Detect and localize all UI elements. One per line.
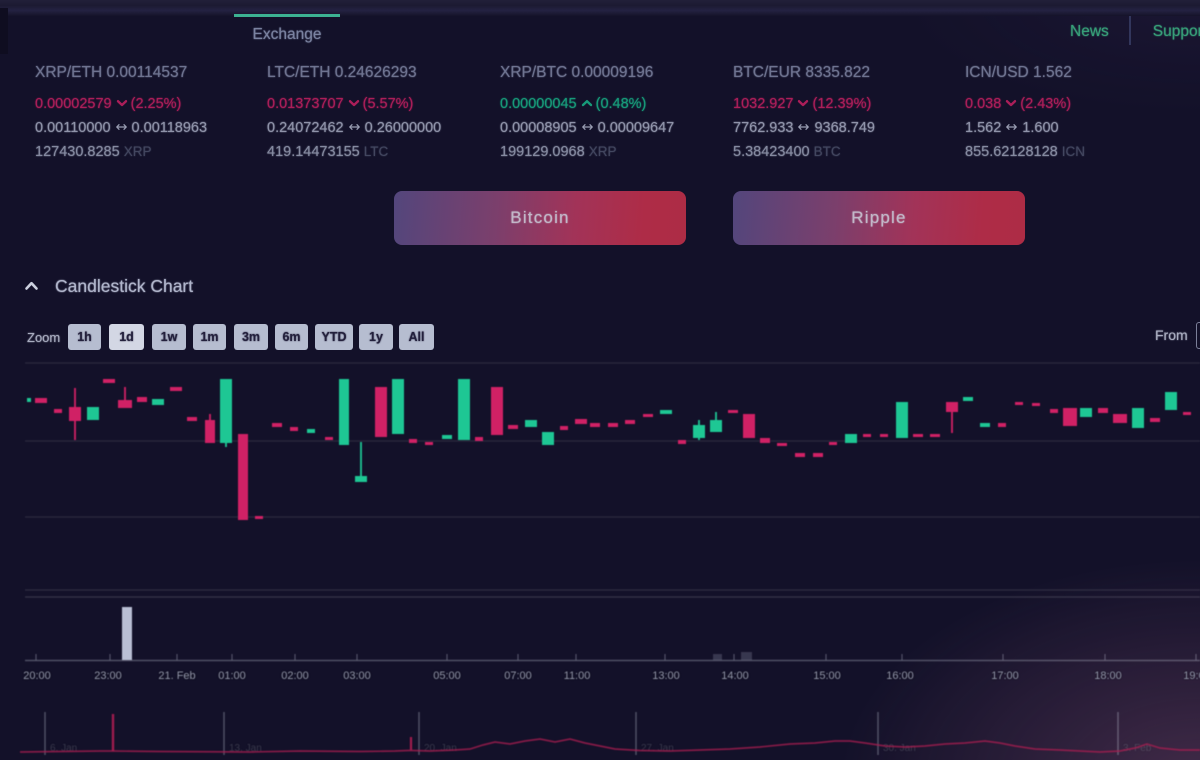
svg-text:19:00: 19:00 — [1183, 670, 1200, 682]
svg-text:18:00: 18:00 — [1094, 670, 1122, 682]
svg-text:15:00: 15:00 — [813, 670, 841, 682]
svg-text:03:00: 03:00 — [343, 670, 371, 682]
svg-text:3. Feb: 3. Feb — [1123, 743, 1152, 754]
svg-text:07:00: 07:00 — [504, 670, 532, 682]
svg-text:23:00: 23:00 — [94, 670, 122, 682]
svg-text:13:00: 13:00 — [652, 670, 680, 682]
svg-text:30. Jan: 30. Jan — [883, 743, 916, 754]
svg-text:17:00: 17:00 — [991, 670, 1019, 682]
svg-text:01:00: 01:00 — [218, 670, 246, 682]
svg-text:02:00: 02:00 — [281, 670, 309, 682]
svg-text:11:00: 11:00 — [564, 670, 591, 682]
svg-text:16:00: 16:00 — [886, 670, 914, 682]
svg-text:27. Jan: 27. Jan — [641, 743, 674, 754]
svg-text:20:00: 20:00 — [23, 670, 51, 682]
svg-text:13. Jan: 13. Jan — [229, 743, 262, 754]
svg-text:21. Feb: 21. Feb — [158, 670, 195, 682]
svg-text:14:00: 14:00 — [721, 670, 749, 682]
svg-text:6. Jan: 6. Jan — [50, 743, 77, 754]
svg-text:05:00: 05:00 — [433, 670, 461, 682]
svg-text:20. Jan: 20. Jan — [424, 743, 457, 754]
